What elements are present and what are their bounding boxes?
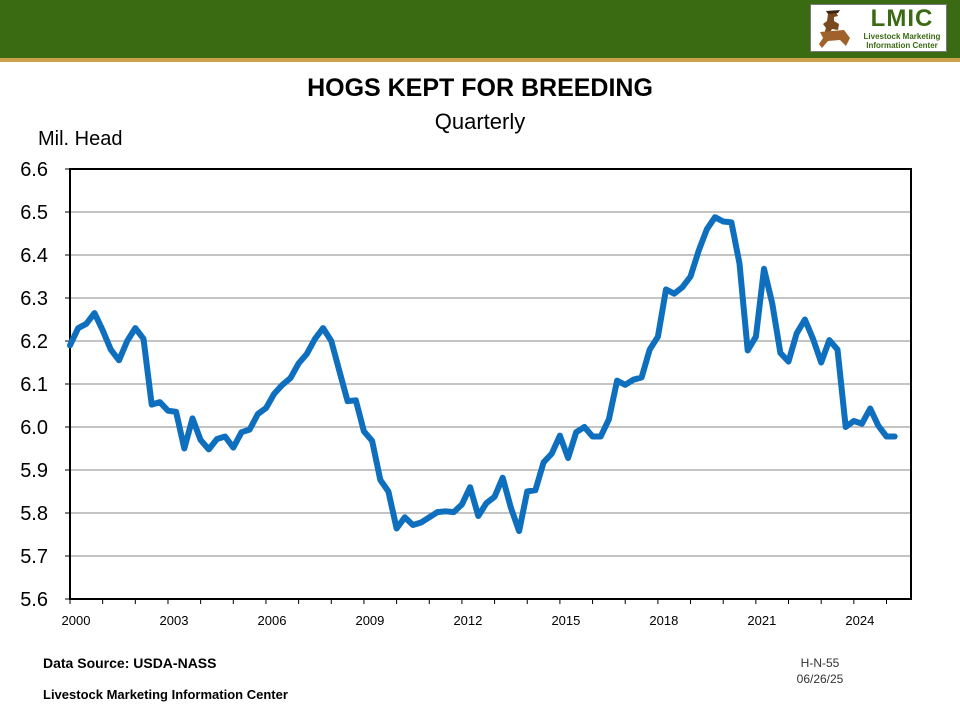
x-tick-label: 2015 xyxy=(551,613,580,628)
chart-title: HOGS KEPT FOR BREEDING xyxy=(307,74,653,102)
y-tick-label: 6.3 xyxy=(20,288,48,310)
y-tick-label: 5.8 xyxy=(20,503,48,525)
header-divider xyxy=(0,58,960,62)
x-tick-label: 2018 xyxy=(649,613,678,628)
y-tick-label: 6.4 xyxy=(20,245,48,267)
y-axis-ticks: 6.6 6.5 6.4 6.3 6.2 6.1 6.0 5.9 5.8 5.7 5.6 xyxy=(20,159,70,611)
x-tick-label: 2003 xyxy=(160,613,189,628)
chart-code: H-N-55 06/26/25 xyxy=(780,655,860,687)
x-axis-ticks: 2000 2003 2006 2009 2012 2015 2018 2021 2024 xyxy=(62,599,888,628)
x-tick-label: 2021 xyxy=(747,613,776,628)
chart-id: H-N-55 xyxy=(800,656,840,670)
y-tick-label: 5.6 xyxy=(20,589,48,611)
x-tick-label: 2006 xyxy=(258,613,287,628)
cowboy-rider-icon xyxy=(819,10,850,48)
y-tick-label: 6.5 xyxy=(20,202,48,224)
logo-subtitle-line2: Information Center xyxy=(866,41,938,50)
y-tick-label: 6.0 xyxy=(20,417,48,439)
gridlines xyxy=(70,168,911,600)
chart-date: 06/26/25 xyxy=(796,672,844,686)
y-tick-label: 6.1 xyxy=(20,374,48,396)
y-tick-label: 5.9 xyxy=(20,460,48,482)
organization-name: Livestock Marketing Information Center xyxy=(43,687,288,702)
chart-subtitle: Quarterly xyxy=(434,109,526,134)
logo-subtitle-line1: Livestock Marketing xyxy=(863,32,941,41)
x-tick-label: 2000 xyxy=(62,613,91,628)
y-tick-label: 6.2 xyxy=(20,331,48,353)
x-tick-label: 2024 xyxy=(845,613,874,628)
y-tick-label: 5.7 xyxy=(20,546,48,568)
x-tick-label: 2012 xyxy=(453,613,482,628)
series-line xyxy=(67,214,898,535)
logo-title: LMIC xyxy=(870,5,934,32)
data-source: Data Source: USDA-NASS xyxy=(43,655,217,671)
x-tick-label: 2009 xyxy=(355,613,384,628)
y-axis-label: Mil. Head xyxy=(38,128,123,150)
header-bar xyxy=(0,0,960,58)
logo-subtitle: Livestock Marketing Information Center xyxy=(857,32,947,50)
y-tick-label: 6.6 xyxy=(20,159,48,181)
lmic-logo: LMIC Livestock Marketing Information Cen… xyxy=(810,4,947,52)
